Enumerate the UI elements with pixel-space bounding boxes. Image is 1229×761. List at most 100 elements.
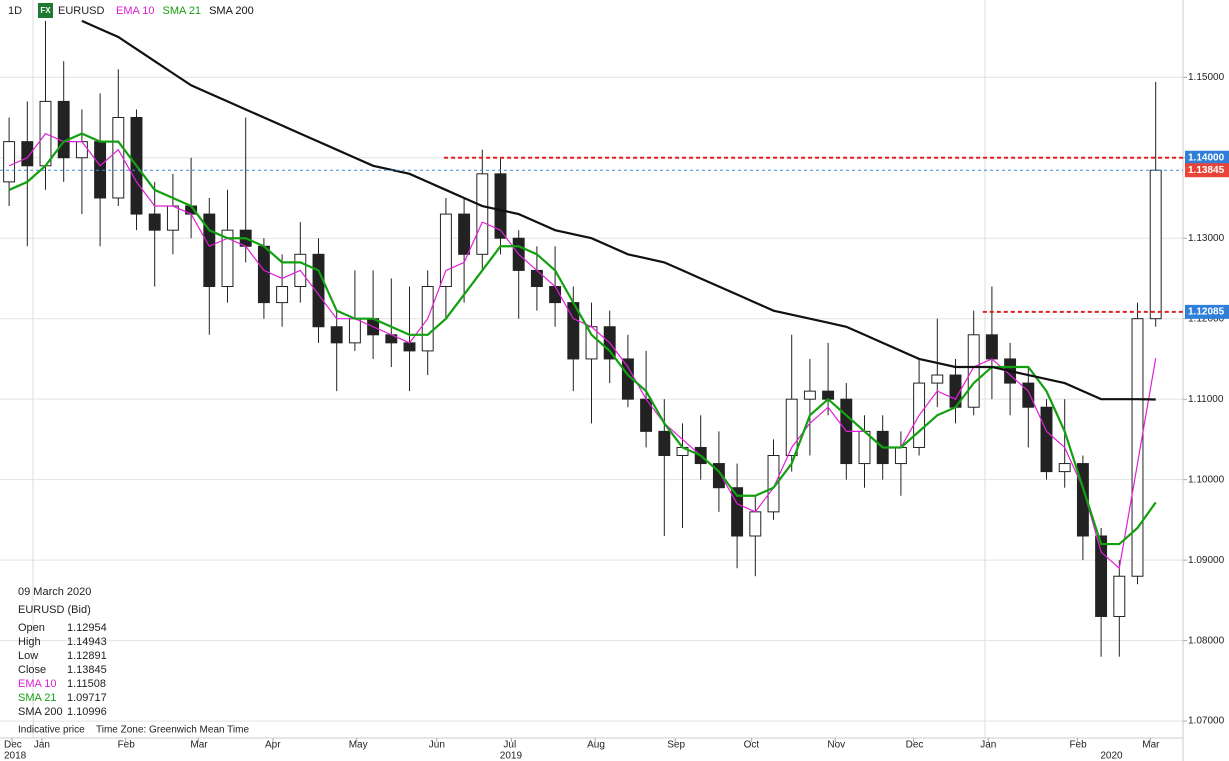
candle-body bbox=[785, 398, 798, 457]
candle-body bbox=[1149, 169, 1162, 320]
info-label: SMA 21 bbox=[18, 692, 57, 704]
year-label: 2019 bbox=[500, 751, 523, 761]
level-tag bbox=[1185, 150, 1229, 165]
candle-body bbox=[767, 455, 780, 513]
candle-body bbox=[276, 286, 289, 304]
x-tick-label: Jun bbox=[429, 740, 445, 751]
info-instrument: EURUSD (Bid) bbox=[18, 604, 91, 616]
info-timezone: Time Zone: Greenwich Mean Time bbox=[96, 725, 249, 736]
legend-entry: EMA 10 bbox=[116, 5, 155, 17]
y-tick-label: 1.11000 bbox=[1188, 394, 1224, 405]
candle-body bbox=[1022, 382, 1035, 408]
y-tick-label: 1.07000 bbox=[1188, 716, 1225, 727]
candle-body bbox=[530, 269, 543, 288]
x-tick-label: Aug bbox=[587, 740, 605, 751]
candle-body bbox=[1113, 575, 1126, 617]
candle-body bbox=[112, 117, 125, 199]
info-label: EMA 10 bbox=[18, 678, 57, 690]
info-value: 1.13845 bbox=[67, 664, 107, 676]
candle-body bbox=[75, 141, 88, 159]
candle-body bbox=[3, 141, 16, 183]
legend-entry: SMA 200 bbox=[209, 5, 254, 17]
indicator-line bbox=[81, 19, 1156, 401]
candle-body bbox=[894, 446, 907, 465]
badge-bg bbox=[38, 3, 53, 18]
info-value: 1.12954 bbox=[67, 622, 107, 634]
candle-body bbox=[312, 253, 325, 328]
plot bbox=[0, 19, 1183, 657]
y-tick-label: 1.15000 bbox=[1188, 72, 1225, 83]
level-tag bbox=[1185, 304, 1229, 319]
x-tick-label: Sep bbox=[667, 740, 685, 751]
y-tick-label: 1.09000 bbox=[1188, 555, 1225, 566]
x-tick-label: Mar bbox=[1142, 740, 1160, 751]
year-label: 2020 bbox=[1100, 751, 1123, 761]
info-date: 09 March 2020 bbox=[18, 586, 91, 598]
y-tick-label: 1.10000 bbox=[1188, 474, 1225, 485]
candle-body bbox=[1040, 406, 1053, 473]
candle-body bbox=[330, 326, 343, 344]
x-tick-label: Feb bbox=[118, 740, 136, 751]
x-tick-label: Apr bbox=[265, 740, 281, 751]
info-label: Low bbox=[18, 650, 38, 662]
candle-body bbox=[458, 213, 471, 255]
x-tick-label: Oct bbox=[744, 740, 760, 751]
candle-body bbox=[931, 374, 944, 384]
level-tag-label: 1.14000 bbox=[1188, 152, 1225, 163]
candle-body bbox=[166, 205, 179, 231]
info-label: High bbox=[18, 636, 41, 648]
candle-body bbox=[1131, 318, 1144, 577]
info-label: SMA 200 bbox=[18, 706, 63, 718]
candle-body bbox=[1058, 463, 1071, 473]
candle-body bbox=[1095, 535, 1108, 617]
x-tick-label: Jul bbox=[503, 740, 516, 751]
candle-body bbox=[148, 213, 161, 231]
candle-body bbox=[439, 213, 452, 288]
header: 1D FX EURUSD EMA 10 SMA 21 SMA 200 bbox=[8, 3, 254, 18]
candle-body bbox=[476, 173, 489, 255]
candle-body bbox=[731, 487, 744, 537]
candle-body bbox=[1076, 463, 1089, 537]
candle-body bbox=[21, 141, 34, 167]
info-label: Close bbox=[18, 664, 46, 676]
badge: FX bbox=[40, 6, 51, 15]
y-tick-label: 1.13000 bbox=[1188, 233, 1225, 244]
level-tag-label: 1.12085 bbox=[1188, 306, 1225, 317]
interval[interactable]: 1D bbox=[8, 5, 22, 17]
indicator-line bbox=[8, 132, 1157, 570]
candle-body bbox=[348, 318, 361, 344]
candle-body bbox=[967, 334, 980, 408]
x-tick-label: Dec bbox=[4, 740, 22, 751]
x-tick-label: Dec bbox=[906, 740, 924, 751]
info-label: Open bbox=[18, 622, 45, 634]
candle-body bbox=[712, 463, 725, 489]
candle-body bbox=[403, 342, 416, 352]
candle-body bbox=[549, 286, 562, 304]
info-value: 1.11508 bbox=[67, 678, 106, 690]
x-tick-label: Jan bbox=[980, 740, 996, 751]
info-note: Indicative price bbox=[18, 725, 85, 736]
candle-body bbox=[257, 245, 270, 304]
candle-body bbox=[749, 511, 762, 537]
symbol[interactable]: EURUSD bbox=[58, 5, 105, 17]
legend-entry: SMA 21 bbox=[163, 5, 202, 17]
info-value: 1.09717 bbox=[67, 692, 107, 704]
candle-body bbox=[203, 213, 216, 288]
x-tick-label: Nov bbox=[827, 740, 845, 751]
candle-body bbox=[57, 100, 70, 159]
candle-body bbox=[985, 334, 998, 360]
candle-body bbox=[803, 390, 816, 400]
indicator-line bbox=[8, 132, 1157, 546]
level-tag bbox=[1185, 163, 1229, 178]
candle-body bbox=[658, 430, 671, 457]
info-value: 1.12891 bbox=[67, 650, 107, 662]
y-tick-label: 1.08000 bbox=[1188, 635, 1225, 646]
candle-body bbox=[221, 229, 234, 288]
info-value: 1.14943 bbox=[67, 636, 107, 648]
level-tag-label: 1.13845 bbox=[1188, 165, 1225, 176]
x-tick-label: Jan bbox=[34, 740, 50, 751]
x-tick-label: Mar bbox=[190, 740, 208, 751]
x-tick-label: Feb bbox=[1069, 740, 1087, 751]
